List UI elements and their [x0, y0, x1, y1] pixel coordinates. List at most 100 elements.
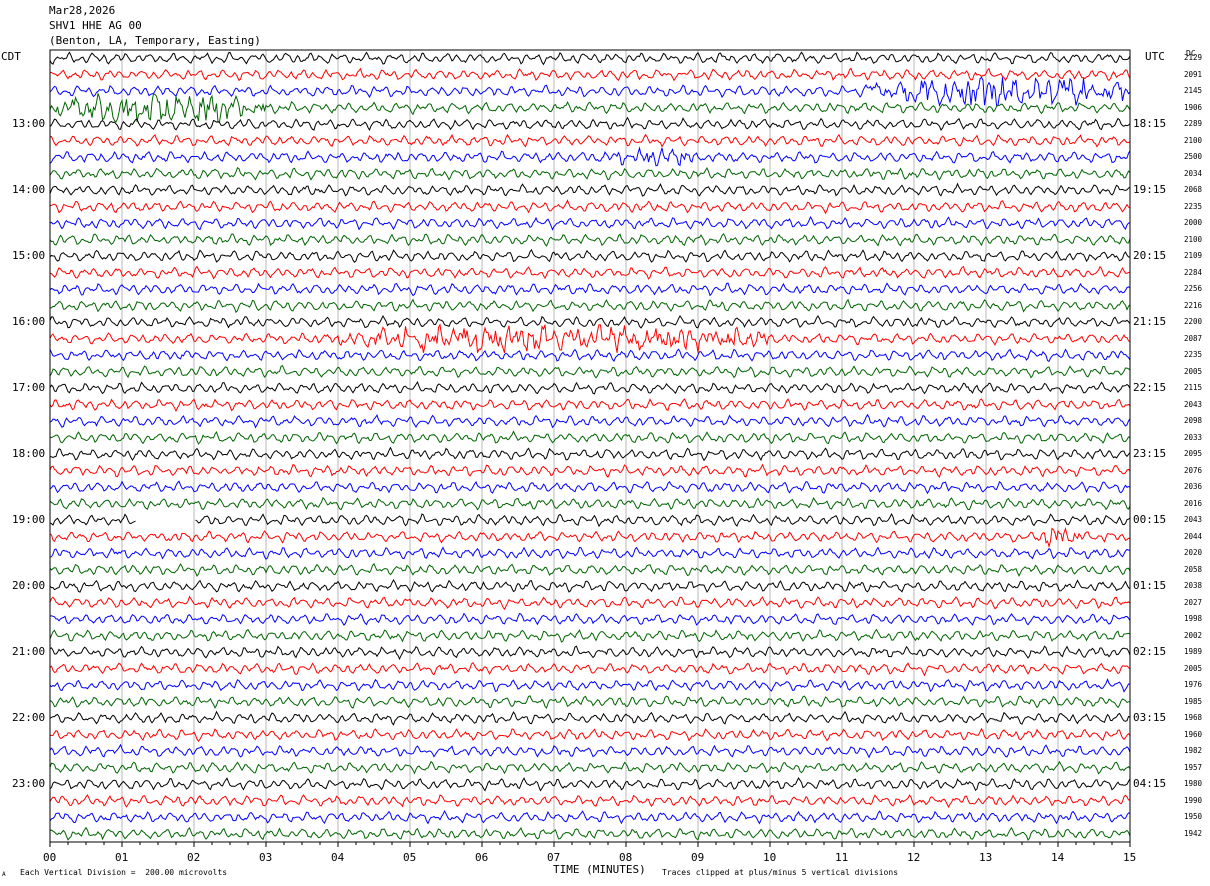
left-time-label: 15:00	[12, 249, 46, 263]
dc-offset: 2500	[1184, 152, 1203, 162]
dc-offset: 1950	[1184, 812, 1203, 822]
dc-offset: 1942	[1184, 828, 1203, 838]
dc-offset: 2076	[1184, 465, 1203, 475]
x-tick-label: 08	[619, 851, 633, 864]
dc-offset: 2027	[1184, 597, 1203, 607]
trace-row-45	[49, 777, 1131, 792]
left-time-label: 22:00	[12, 711, 46, 725]
x-tick-label: 02	[187, 851, 201, 864]
trace-row-41	[49, 710, 1131, 726]
dc-offset: 2033	[1184, 432, 1203, 442]
trace-row-26	[49, 463, 1131, 478]
dc-offset: 2036	[1184, 482, 1203, 492]
x-tick-label: 03	[259, 851, 273, 864]
x-tick-label: 15	[1123, 851, 1137, 864]
dc-offset: 2034	[1184, 168, 1203, 178]
trace-row-44	[49, 760, 1131, 775]
dc-offset: 1968	[1184, 713, 1203, 723]
dc-offset: 2256	[1184, 284, 1203, 294]
left-time-label: 14:00	[12, 183, 46, 197]
trace-row-23	[49, 413, 1131, 429]
trace-row-6	[49, 133, 1131, 148]
trace-row-13	[49, 248, 1131, 263]
dc-offset: 2289	[1184, 119, 1203, 129]
trace-row-40	[49, 695, 1131, 709]
dc-offset: 2038	[1184, 581, 1203, 591]
x-tick-label: 07	[547, 851, 561, 864]
dc-offset: 1957	[1184, 762, 1203, 772]
trace-row-27	[49, 480, 1131, 495]
trace-row-34	[49, 595, 1131, 611]
right-time-label: 23:15	[1133, 447, 1167, 461]
dc-offset: 2200	[1184, 317, 1203, 327]
trace-row-21	[49, 380, 1131, 395]
dc-offset: 2235	[1184, 350, 1203, 360]
dc-offset: 2043	[1184, 515, 1203, 525]
dc-offset: 1976	[1184, 680, 1203, 690]
x-tick-label: 14	[1051, 851, 1065, 864]
x-tick-label: 10	[763, 851, 777, 864]
trace-row-19	[49, 348, 1131, 363]
right-time-label: 18:15	[1133, 117, 1167, 131]
dc-offset: 1998	[1184, 614, 1203, 624]
x-tick-label: 00	[43, 851, 57, 864]
left-time-label: 13:00	[12, 117, 46, 131]
left-time-label: 17:00	[12, 381, 46, 395]
dc-offset: 2100	[1184, 234, 1203, 244]
left-time-label: 18:00	[12, 447, 46, 461]
trace-row-12	[49, 232, 1131, 247]
trace-row-4	[49, 92, 1131, 123]
dc-label: DC	[1186, 49, 1196, 58]
trace-row-7	[49, 146, 1131, 167]
right-time-label: 03:15	[1133, 711, 1167, 725]
right-time-label: 21:15	[1133, 315, 1167, 329]
trace-row-10	[49, 199, 1131, 215]
trace-row-8	[49, 166, 1131, 181]
right-time-label: 22:15	[1133, 381, 1167, 395]
dc-offset: 2005	[1184, 663, 1203, 673]
trace-row-15	[49, 282, 1131, 297]
x-tick-label: 06	[475, 851, 489, 864]
dc-offset: 2098	[1184, 416, 1203, 426]
left-time-label: 20:00	[12, 579, 46, 593]
dc-offset: 2100	[1184, 135, 1203, 145]
x-tick-label: 09	[691, 851, 705, 864]
x-tick-label: 05	[403, 851, 417, 864]
dc-offset: 1990	[1184, 795, 1203, 805]
dc-offset: 1906	[1184, 102, 1203, 112]
header-date: Mar28,2026	[49, 4, 116, 17]
trace-row-17	[49, 314, 1131, 329]
dc-offset: 2087	[1184, 333, 1203, 343]
trace-row-37	[49, 645, 1131, 661]
cdt-label: CDT	[1, 50, 21, 63]
dc-offset: 2115	[1184, 383, 1203, 393]
trace-row-30	[49, 526, 1131, 549]
dc-offset: 2145	[1184, 86, 1203, 96]
trace-row-14	[49, 265, 1131, 280]
clip-note: Traces clipped at plus/minus 5 vertical …	[662, 868, 899, 877]
footer-mark: A	[2, 871, 6, 878]
trace-row-32	[49, 562, 1131, 578]
dc-offset: 1982	[1184, 746, 1203, 756]
trace-row-36	[49, 628, 1131, 643]
right-time-label: 19:15	[1133, 183, 1167, 197]
dc-offset: 2235	[1184, 201, 1203, 211]
x-tick-label: 01	[115, 851, 129, 864]
plot-frame	[49, 49, 1131, 843]
trace-row-2	[49, 67, 1131, 82]
trace-row-24	[49, 430, 1131, 445]
trace-row-1	[49, 51, 1131, 66]
trace-row-38	[49, 661, 1131, 677]
utc-label: UTC	[1145, 50, 1165, 63]
dc-offset: 1980	[1184, 779, 1203, 789]
dc-offset: 2284	[1184, 267, 1203, 277]
trace-row-43	[49, 743, 1131, 759]
header-location: (Benton, LA, Temporary, Easting)	[49, 34, 261, 47]
right-time-label: 02:15	[1133, 645, 1167, 659]
trace-row-28	[49, 496, 1131, 511]
trace-row-22	[49, 398, 1131, 413]
dc-offset: 2020	[1184, 548, 1203, 558]
x-tick-label: 13	[979, 851, 993, 864]
right-time-label: 00:15	[1133, 513, 1167, 527]
